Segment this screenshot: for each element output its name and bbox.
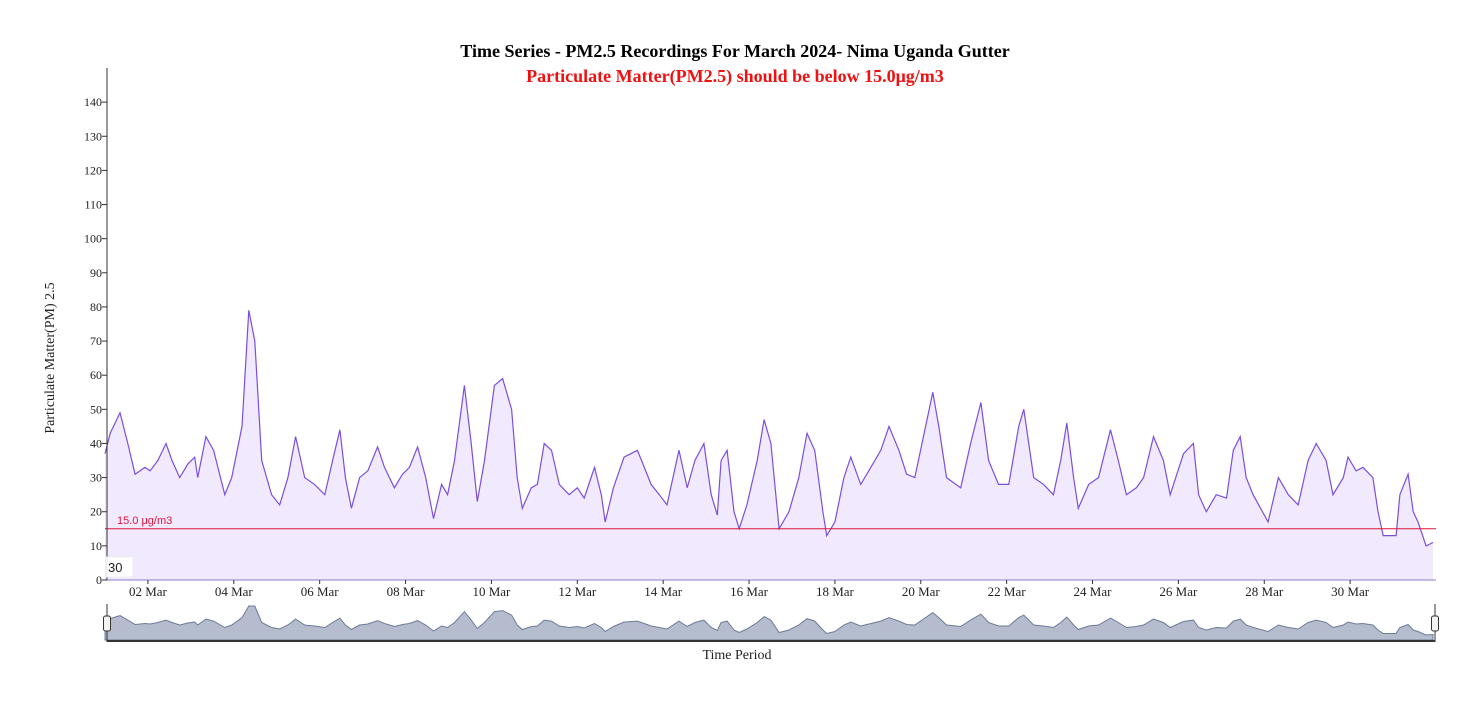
x-tick-label: 24 Mar xyxy=(1074,584,1113,599)
y-tick-label: 10 xyxy=(90,539,102,553)
y-tick-label: 70 xyxy=(90,334,102,348)
chart-subtitle: Particulate Matter(PM2.5) should be belo… xyxy=(526,66,944,87)
y-tick-label: 60 xyxy=(90,368,102,382)
navigator-handle[interactable] xyxy=(1431,615,1439,632)
series-line xyxy=(104,310,1434,547)
x-tick-label: 04 Mar xyxy=(215,584,254,599)
x-tick-label: 10 Mar xyxy=(472,584,511,599)
y-tick-label: 0 xyxy=(96,573,102,587)
area-fill xyxy=(105,310,1433,580)
x-tick-label: 26 Mar xyxy=(1159,584,1198,599)
x-tick-label: 02 Mar xyxy=(129,584,168,599)
y-tick-label: 20 xyxy=(90,505,102,519)
y-tick-label: 50 xyxy=(90,402,102,416)
x-tick-label: 08 Mar xyxy=(387,584,426,599)
navigator-area xyxy=(104,605,1434,641)
y-tick-label: 130 xyxy=(84,129,102,143)
x-tick-label: 12 Mar xyxy=(558,584,597,599)
navigator-handle[interactable] xyxy=(103,615,111,632)
x-tick-label: 20 Mar xyxy=(902,584,941,599)
y-tick-label: 80 xyxy=(90,300,102,314)
zoom-value: 30 xyxy=(108,560,122,575)
x-tick-label: 30 Mar xyxy=(1331,584,1370,599)
zoom-box xyxy=(106,556,134,578)
x-tick-label: 16 Mar xyxy=(730,584,769,599)
x-tick-label: 18 Mar xyxy=(816,584,855,599)
x-tick-label: 22 Mar xyxy=(988,584,1027,599)
y-axis-label: Particulate Matter(PM) 2.5 xyxy=(43,282,58,433)
y-tick-label: 40 xyxy=(90,436,102,450)
y-tick-label: 100 xyxy=(84,232,102,246)
x-tick-label: 06 Mar xyxy=(301,584,340,599)
x-axis-label: Time Period xyxy=(702,648,771,663)
y-tick-label: 90 xyxy=(90,266,102,280)
y-tick-label: 140 xyxy=(84,95,102,109)
chart-title: Time Series - PM2.5 Recordings For March… xyxy=(460,41,1009,61)
y-tick-label: 30 xyxy=(90,471,102,485)
y-tick-label: 120 xyxy=(84,163,102,177)
x-tick-label: 14 Mar xyxy=(644,584,683,599)
threshold-label: 15.0 μg/m3 xyxy=(117,515,172,527)
x-tick-label: 28 Mar xyxy=(1245,584,1284,599)
y-tick-label: 110 xyxy=(84,198,102,212)
